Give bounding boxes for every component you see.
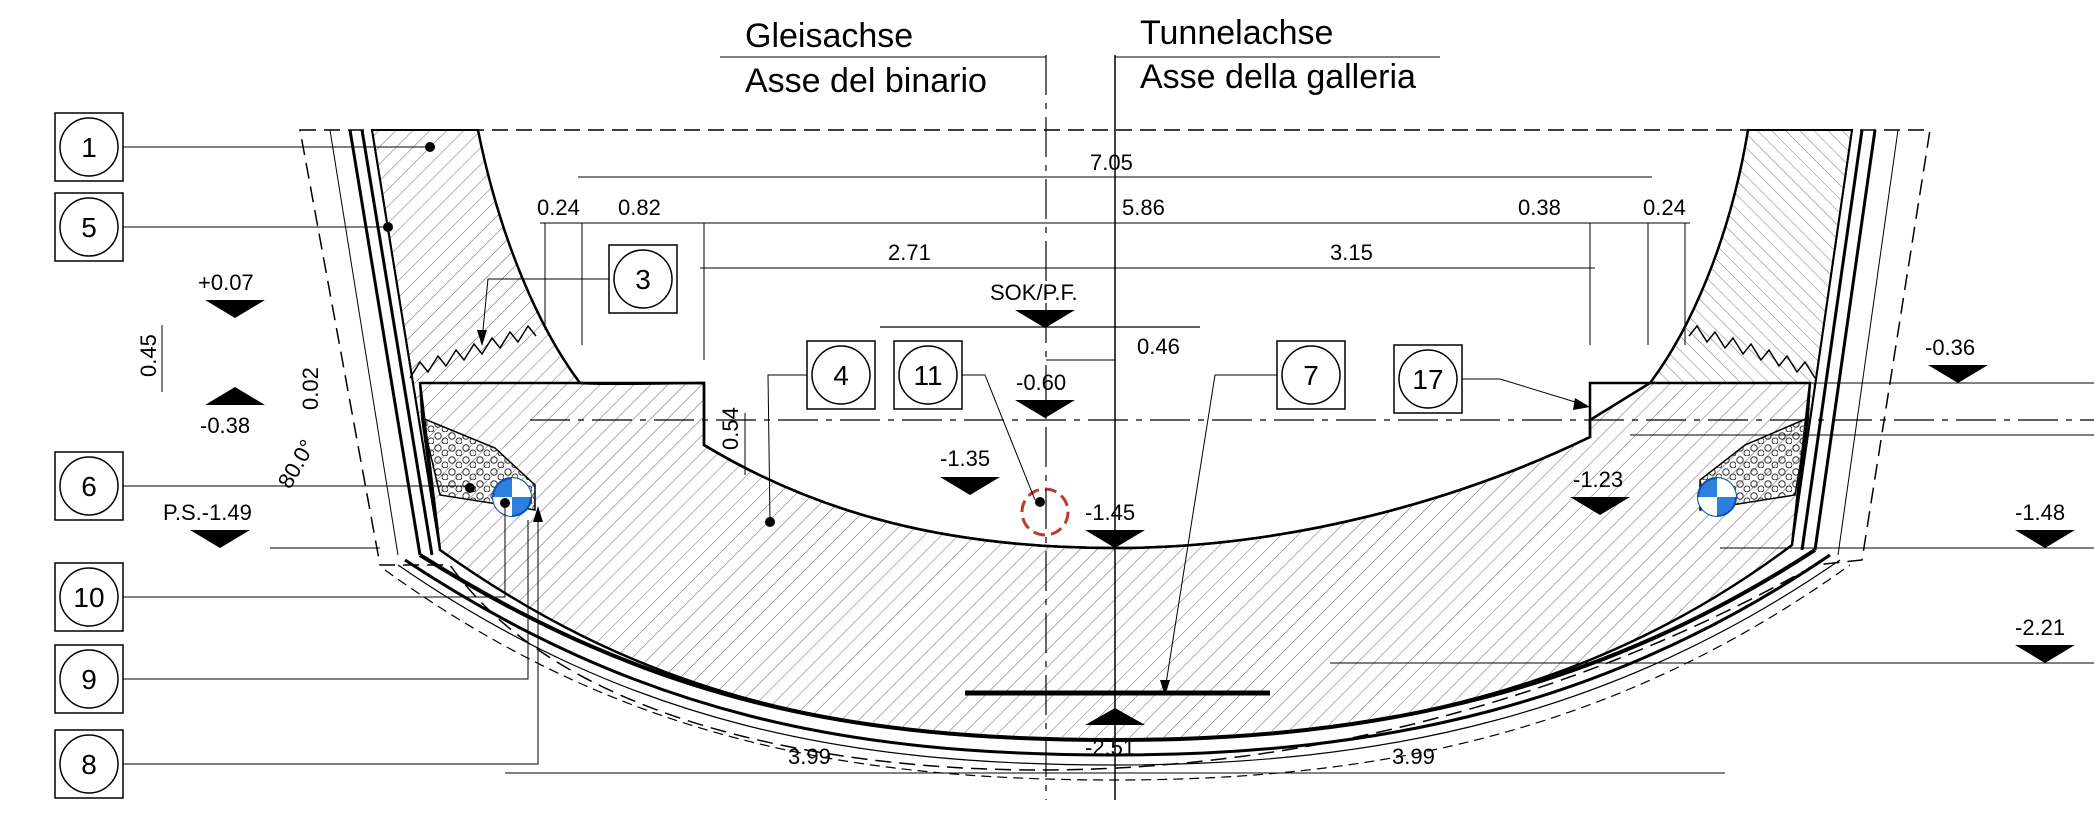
dimension-values: 7.05 0.24 0.82 5.86 0.38 0.24 2.71 3.15 … [136,150,1686,769]
dim-5-86: 5.86 [1122,195,1165,220]
callout-11: 11 [913,360,942,391]
tunnel-axis-label-de: Tunnelachse [1140,14,1333,52]
callout-9: 9 [81,664,97,695]
right-zigzag [1688,324,1816,379]
dim-3-99-right: 3.99 [1392,744,1435,769]
angle-label: 80.0° [273,435,320,492]
axes: Gleisachse Asse del binario Tunnelachse … [530,14,2094,800]
left-callouts: 1 5 6 10 9 8 [54,112,543,799]
callout-7: 7 [1303,360,1319,391]
callout-8: 8 [81,749,97,780]
level-markers: +0.07 -0.38 P.S.-1.49 SOK/P.F. -0.60 -1.… [163,270,2075,760]
track-axis-label-de: Gleisachse [745,17,913,55]
dim-0-45: 0.45 [136,334,161,377]
dim-total-width: 7.05 [1090,150,1133,175]
dimension-lines [161,176,1725,774]
track-axis-label-it: Asse del binario [745,62,987,100]
dim-0-02: 0.02 [298,367,323,410]
level-minus-0-60: -0.60 [1016,370,1066,395]
level-minus-0-36: -0.36 [1925,335,1975,360]
level-minus-1-48: -1.48 [2015,500,2065,525]
center-drain-marker [1020,487,1070,537]
dim-0-38: 0.38 [1518,195,1561,220]
level-minus-1-35: -1.35 [940,446,990,471]
callout-6: 6 [81,471,97,502]
callout-1: 1 [81,132,97,163]
level-minus-2-51: -2.51 [1085,735,1135,760]
level-sok: SOK/P.F. [990,280,1078,305]
inner-callouts: 3 4 11 7 17 [477,244,1590,696]
level-plus-0-07: +0.07 [198,270,254,295]
callout-10: 10 [73,582,104,613]
callout-17: 17 [1412,364,1443,395]
dim-0-46: 0.46 [1137,334,1180,359]
left-zigzag [409,324,537,379]
level-minus-1-23: -1.23 [1573,467,1623,492]
dim-2-71: 2.71 [888,240,931,265]
dim-3-99-left: 3.99 [788,744,831,769]
level-minus-2-21: -2.21 [2015,615,2065,640]
level-minus-0-38: -0.38 [200,413,250,438]
right-reference-lines [270,382,2094,664]
dim-0-54: 0.54 [718,407,743,450]
right-drain-pipe [1697,477,1737,517]
left-drain-pipe [492,477,532,517]
callout-3: 3 [635,264,651,295]
level-ps: P.S.-1.49 [163,500,252,525]
callout-4: 4 [833,360,849,391]
dim-0-24-left: 0.24 [537,195,580,220]
dim-0-24-right: 0.24 [1643,195,1686,220]
tunnel-axis-label-it: Asse della galleria [1140,58,1416,96]
excavation-line [299,129,1931,771]
dim-3-15: 3.15 [1330,240,1373,265]
level-minus-1-45: -1.45 [1085,500,1135,525]
dim-0-82: 0.82 [618,195,661,220]
callout-5: 5 [81,212,97,243]
